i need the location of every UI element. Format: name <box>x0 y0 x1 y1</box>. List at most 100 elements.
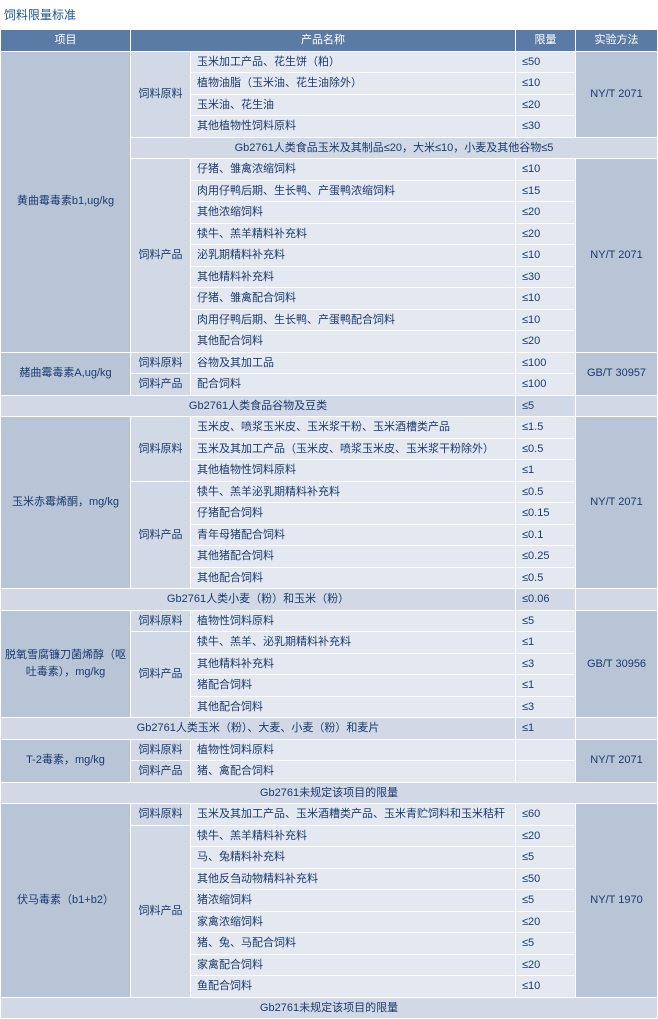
project-name: 黄曲霉毒素b1,ug/kg <box>1 51 131 352</box>
limit-cell: ≤10 <box>516 159 576 181</box>
limit-cell: ≤20 <box>516 223 576 245</box>
product-cell: 马、兔精料补充料 <box>191 847 516 869</box>
cat-prod: 饲料产品 <box>131 632 191 718</box>
product-cell: 犊牛、羔羊、泌乳期精料补充料 <box>191 632 516 654</box>
limit-cell: ≤15 <box>516 180 576 202</box>
limit-cell: ≤50 <box>516 868 576 890</box>
gb-note: Gb2761人类食品玉米及其制品≤20，大米≤10，小麦及其他谷物≤5 <box>131 137 658 159</box>
limit-cell <box>516 761 576 783</box>
limit-cell: ≤100 <box>516 352 576 374</box>
product-cell: 家禽浓缩饲料 <box>191 911 516 933</box>
product-cell: 植物性饲料原料 <box>191 739 516 761</box>
product-cell: 玉米及其加工产品、玉米酒糟类产品、玉米青贮饲料和玉米秸秆 <box>191 804 516 826</box>
product-cell: 仔猪、雏禽配合饲料 <box>191 288 516 310</box>
limit-cell: ≤10 <box>516 309 576 331</box>
limit-cell: ≤0.1 <box>516 524 576 546</box>
gb-note: Gb2761人类食品谷物及豆类 <box>1 395 516 417</box>
method-cell: GB/T 30956 <box>576 610 658 718</box>
limits-table: 项目 产品名称 限量 实验方法 黄曲霉毒素b1,ug/kg 饲料原料 玉米加工产… <box>0 29 658 1019</box>
limit-cell: ≤20 <box>516 202 576 224</box>
project-name: 脱氧雪腐镰刀菌烯醇（呕吐毒素），mg/kg <box>1 610 131 718</box>
limit-cell: ≤0.5 <box>516 438 576 460</box>
cat-prod: 饲料产品 <box>131 481 191 589</box>
limit-cell: ≤3 <box>516 653 576 675</box>
product-cell: 青年母猪配合饲料 <box>191 524 516 546</box>
cat-raw: 饲料原料 <box>131 804 191 826</box>
hdr-method: 实验方法 <box>576 30 658 52</box>
gb-note: Gb2761人类玉米（粉）、大麦、小麦（粉）和麦片 <box>1 718 516 740</box>
cat-prod: 饲料产品 <box>131 159 191 353</box>
limit-cell: ≤20 <box>516 911 576 933</box>
limit-cell: ≤10 <box>516 976 576 998</box>
limit-cell: ≤10 <box>516 73 576 95</box>
product-cell: 其他植物性饲料原料 <box>191 116 516 138</box>
product-cell: 植物性饲料原料 <box>191 610 516 632</box>
hdr-limit: 限量 <box>516 30 576 52</box>
product-cell: 其他精料补充料 <box>191 653 516 675</box>
product-cell: 其他浓缩饲料 <box>191 202 516 224</box>
method-cell: NY/T 2071 <box>576 159 658 353</box>
cat-raw: 饲料原料 <box>131 51 191 137</box>
limit-cell: ≤5 <box>516 890 576 912</box>
cat-prod: 饲料产品 <box>131 374 191 396</box>
limit-cell: ≤50 <box>516 51 576 73</box>
product-cell: 猪浓缩饲料 <box>191 890 516 912</box>
product-cell: 玉米及其加工产品（玉米皮、喷浆玉米皮、玉米浆干粉除外） <box>191 438 516 460</box>
product-cell: 其他配合饲料 <box>191 567 516 589</box>
limit-cell: ≤0.06 <box>516 589 576 611</box>
product-cell: 仔猪、雏禽浓缩饲料 <box>191 159 516 181</box>
limit-cell: ≤10 <box>516 245 576 267</box>
product-cell: 植物油脂（玉米油、花生油除外） <box>191 73 516 95</box>
product-cell: 猪、禽配合饲料 <box>191 761 516 783</box>
cat-raw: 饲料原料 <box>131 739 191 761</box>
method-cell: NY/T 1970 <box>576 804 658 998</box>
product-cell: 犊牛、羔羊精料补充料 <box>191 223 516 245</box>
product-cell: 犊牛、羔羊精料补充料 <box>191 825 516 847</box>
hdr-project: 项目 <box>1 30 131 52</box>
limit-cell: ≤30 <box>516 116 576 138</box>
cat-raw: 饲料原料 <box>131 610 191 632</box>
limit-cell: ≤3 <box>516 696 576 718</box>
product-cell: 肉用仔鸭后期、生长鸭、产蛋鸭配合饲料 <box>191 309 516 331</box>
page-title: 饲料限量标准 <box>0 0 658 29</box>
product-cell: 其他猪配合饲料 <box>191 546 516 568</box>
hdr-product: 产品名称 <box>131 30 516 52</box>
project-name: 伏马毒素（b1+b2） <box>1 804 131 998</box>
limit-cell: ≤1 <box>516 675 576 697</box>
cat-raw: 饲料原料 <box>131 417 191 482</box>
limit-cell: ≤100 <box>516 374 576 396</box>
gb-note: Gb2761人类小麦（粉）和玉米（粉） <box>1 589 516 611</box>
limit-cell: ≤60 <box>516 804 576 826</box>
product-cell: 其他植物性饲料原料 <box>191 460 516 482</box>
product-cell: 玉米加工产品、花生饼（粕） <box>191 51 516 73</box>
limit-cell: ≤20 <box>516 954 576 976</box>
project-name: 玉米赤霉烯酮，mg/kg <box>1 417 131 589</box>
cat-prod: 饲料产品 <box>131 825 191 997</box>
product-cell: 猪、兔、马配合饲料 <box>191 933 516 955</box>
product-cell: 玉米油、花生油 <box>191 94 516 116</box>
product-cell: 其他配合饲料 <box>191 331 516 353</box>
product-cell: 其他配合饲料 <box>191 696 516 718</box>
cat-raw: 饲料原料 <box>131 352 191 374</box>
limit-cell: ≤5 <box>516 933 576 955</box>
limit-cell: ≤0.15 <box>516 503 576 525</box>
limit-cell: ≤5 <box>516 610 576 632</box>
product-cell: 肉用仔鸭后期、生长鸭、产蛋鸭浓缩饲料 <box>191 180 516 202</box>
product-cell: 鱼配合饲料 <box>191 976 516 998</box>
method-cell: GB/T 30957 <box>576 352 658 395</box>
limit-cell: ≤1 <box>516 718 576 740</box>
limit-cell: ≤0.25 <box>516 546 576 568</box>
product-cell: 其他反刍动物精料补充料 <box>191 868 516 890</box>
limit-cell: ≤5 <box>516 395 576 417</box>
method-cell: NY/T 2071 <box>576 51 658 137</box>
limit-cell: ≤1.5 <box>516 417 576 439</box>
gb-note: Gb2761未规定该项目的限量 <box>1 782 658 804</box>
limit-cell: ≤5 <box>516 847 576 869</box>
gb-note: Gb2761未规定该项目的限量 <box>1 997 658 1019</box>
product-cell: 泌乳期精料补充料 <box>191 245 516 267</box>
limit-cell: ≤1 <box>516 632 576 654</box>
limit-cell <box>516 739 576 761</box>
limit-cell: ≤20 <box>516 94 576 116</box>
method-cell: NY/T 2071 <box>576 417 658 589</box>
limit-cell: ≤0.5 <box>516 481 576 503</box>
